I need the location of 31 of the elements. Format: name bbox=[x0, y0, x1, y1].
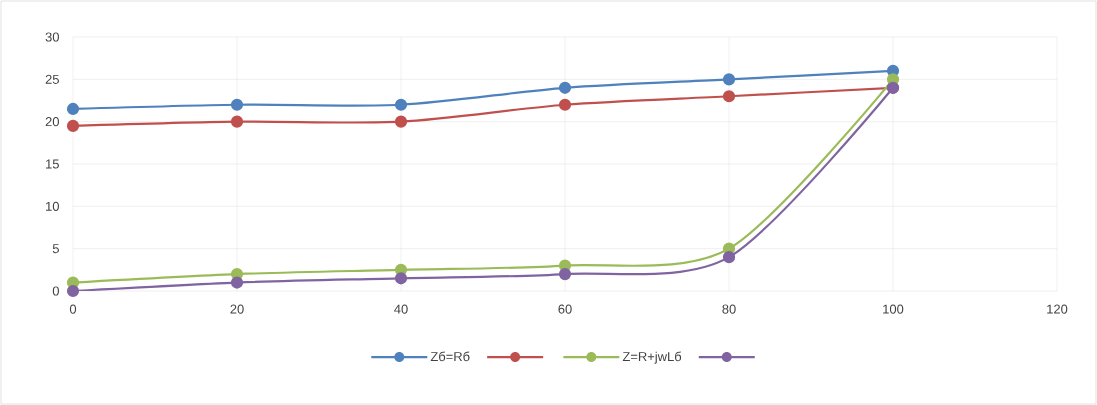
point bbox=[722, 73, 736, 86]
legend-label: Z=R+jwLб bbox=[622, 351, 682, 364]
y-tick-label: 15 bbox=[46, 159, 59, 169]
y-tick-label: 25 bbox=[45, 74, 59, 84]
point bbox=[230, 276, 244, 289]
x-tick-label: 0 bbox=[69, 304, 77, 314]
x-tick-label: 120 bbox=[1047, 304, 1068, 314]
y-tick-label: 10 bbox=[46, 201, 59, 211]
y-tick-label: 30 bbox=[45, 32, 59, 42]
point bbox=[394, 272, 408, 285]
point bbox=[722, 90, 736, 103]
point bbox=[394, 98, 408, 111]
point bbox=[394, 115, 408, 128]
y-tick-label: 20 bbox=[45, 117, 59, 127]
point bbox=[558, 98, 572, 111]
x-tick-label: 80 bbox=[722, 304, 736, 314]
point bbox=[558, 267, 572, 281]
point bbox=[66, 102, 80, 116]
point bbox=[230, 115, 244, 128]
point bbox=[66, 284, 80, 298]
point bbox=[66, 119, 80, 132]
x-tick-label: 60 bbox=[558, 304, 572, 314]
y-tick-label: 5 bbox=[52, 244, 59, 254]
legend-label: Zб=Rб bbox=[430, 351, 470, 362]
x-tick-label: 20 bbox=[230, 304, 244, 314]
x-tick-label: 100 bbox=[883, 304, 904, 314]
x-tick-label: 40 bbox=[394, 304, 408, 314]
point bbox=[722, 251, 736, 264]
y-tick-label: 0 bbox=[52, 286, 59, 296]
point bbox=[230, 98, 244, 111]
point bbox=[558, 81, 572, 94]
